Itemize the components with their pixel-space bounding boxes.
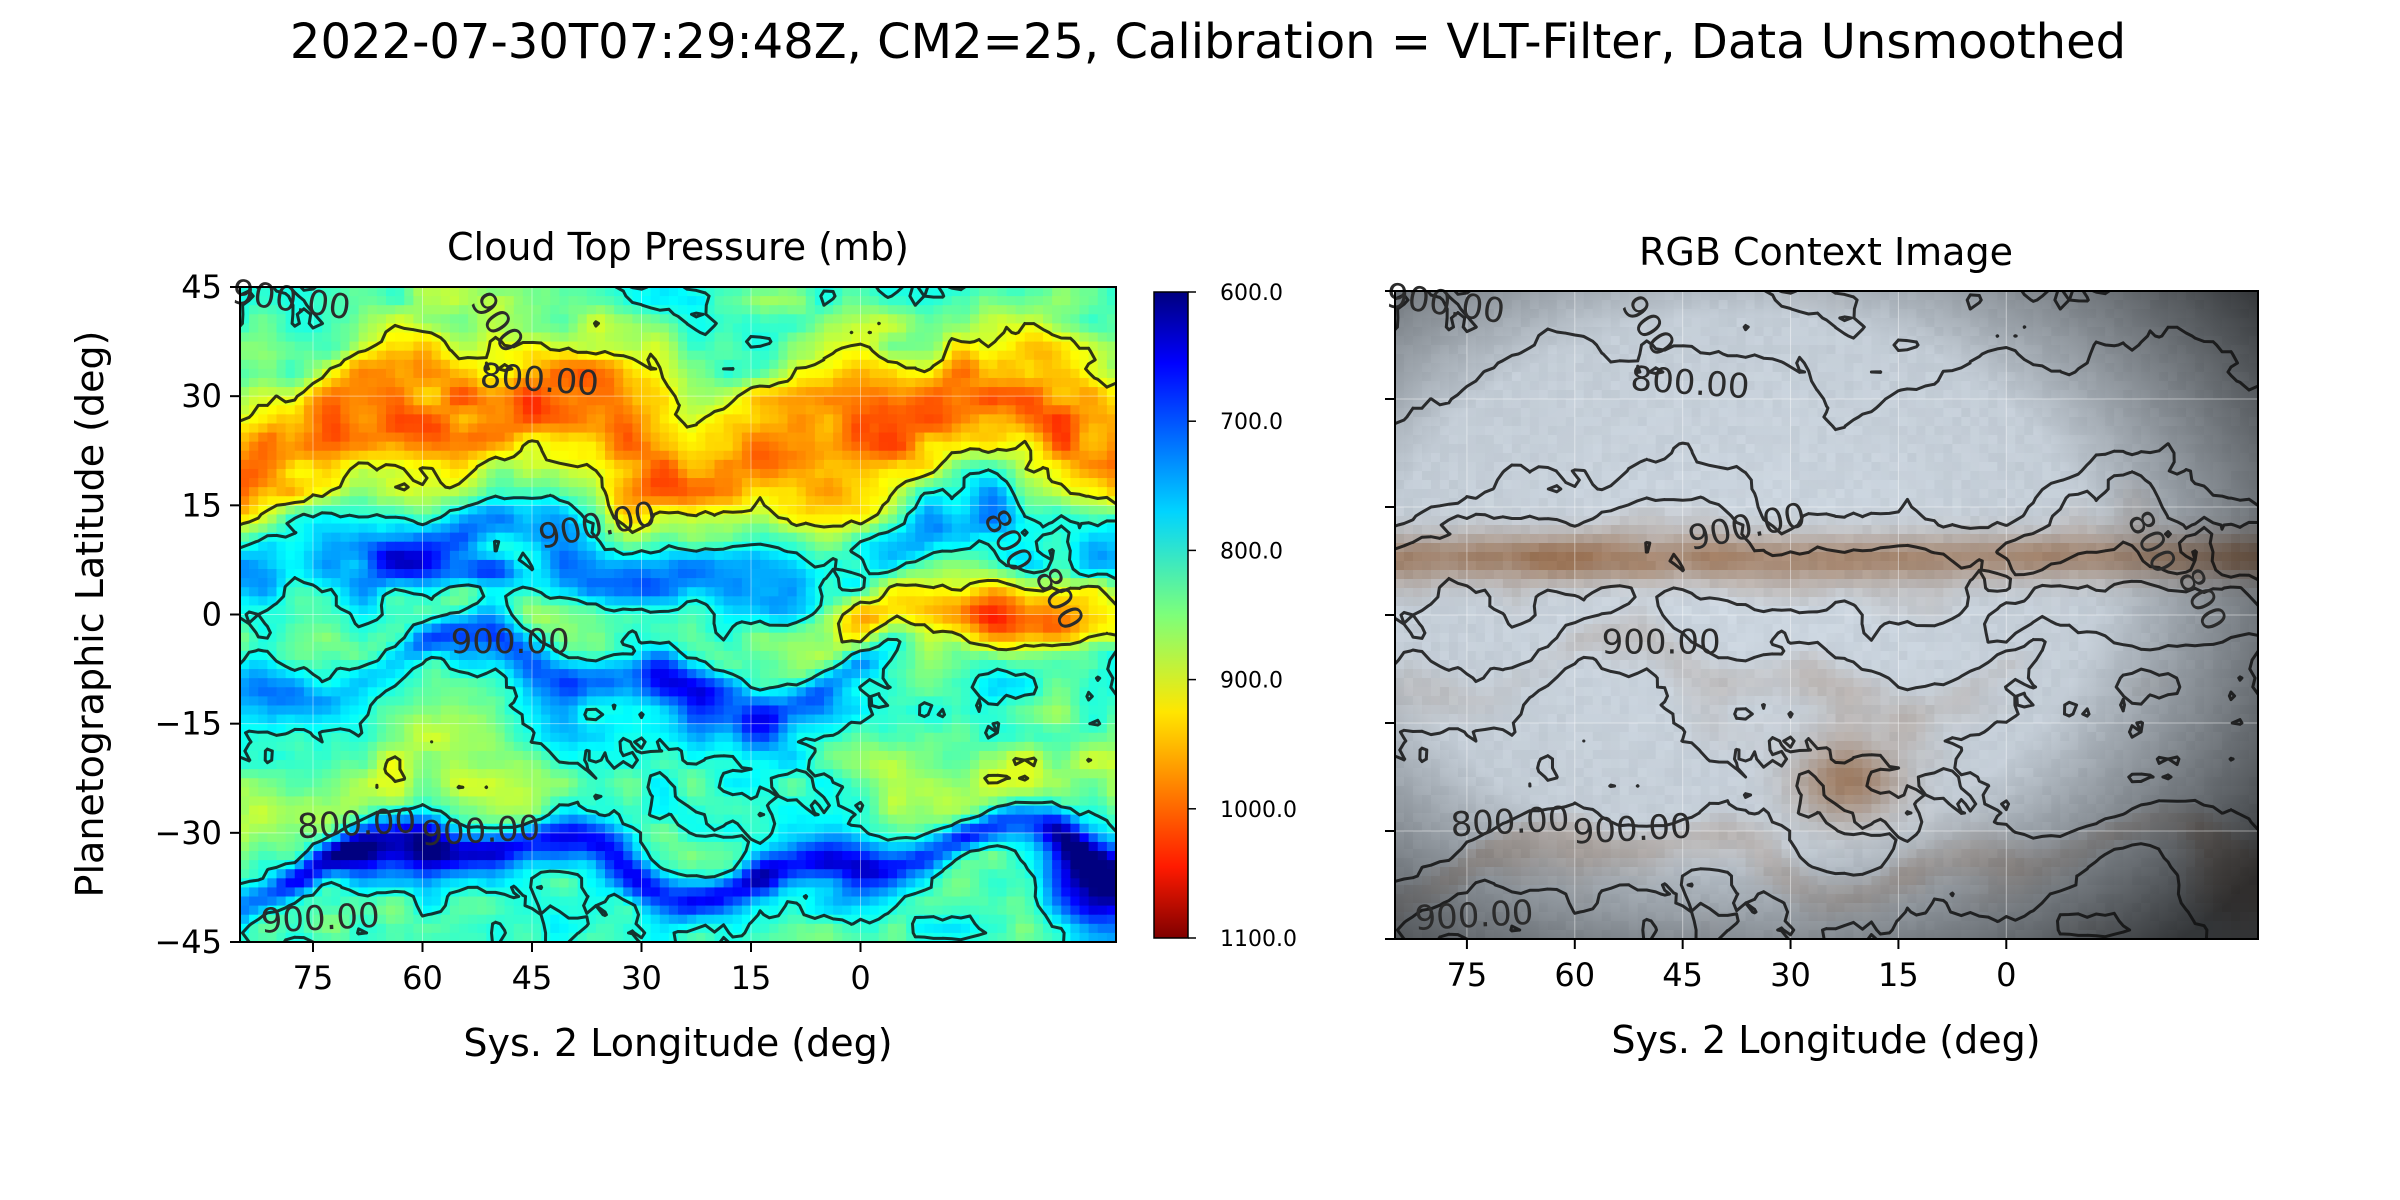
x-tick-label: 60 [1554,956,1595,994]
x-tick-label: 15 [1878,956,1919,994]
contour-line-900 [240,287,1116,942]
contour-label: 900.00 [451,622,570,662]
x-tick-label: 60 [402,959,443,997]
contour-line-900 [1395,291,2258,939]
colorbar-tick-label: 1100.0 [1220,927,1297,952]
y-tick-label: −45 [154,923,222,961]
right-x-axis-label: Sys. 2 Longitude (deg) [1611,1018,2040,1062]
x-tick-label: 45 [512,959,553,997]
x-tick-label: 0 [1996,956,2016,994]
contour-label: 800.00 [479,356,600,404]
contour-label: 900.00 [260,896,381,942]
right-panel-title: RGB Context Image [1639,230,2013,274]
y-tick-label: −15 [154,705,222,743]
colorbar: 600.0 700.0 800.0 900.0 1000.0 1100.0 [1153,281,1297,952]
x-tick-label: 45 [1662,956,1703,994]
colorbar-tick-label: 600.0 [1220,281,1283,306]
right-y-ticks [1385,290,1395,940]
left-panel-title: Cloud Top Pressure (mb) [447,225,909,269]
x-tick-label: 30 [621,959,662,997]
contour-label: 900.00 [420,808,541,854]
colorbar-tick-label: 700.0 [1220,410,1283,435]
contour-label: 800.00 [1450,799,1571,845]
colorbar-tick-label: 1000.0 [1220,798,1297,823]
y-axis-label: Planetographic Latitude (deg) [68,331,112,898]
right-x-ticks: 75 60 45 30 15 0 [1447,939,2016,994]
colorbar-ticks: 600.0 700.0 800.0 900.0 1000.0 1100.0 [1188,281,1297,952]
cloud-top-pressure-panel: Cloud Top Pressure (mb) 900.00 900800.009… [68,225,1117,1065]
contour-label: 900.00 [1572,806,1693,852]
left-y-ticks: 45 30 15 0 −15 −30 −45 [154,268,240,961]
x-tick-label: 75 [293,959,334,997]
y-tick-label: 0 [202,596,222,634]
colorbar-gradient [1153,291,1189,939]
pressure-contours [240,287,1116,942]
y-tick-label: −30 [154,814,222,852]
left-x-ticks: 75 60 45 30 15 0 [293,942,871,997]
colorbar-tick-label: 900.0 [1220,669,1283,694]
figure-title: 2022-07-30T07:29:48Z, CM2=25, Calibratio… [290,14,2126,70]
contour-line-800 [240,320,1116,790]
contour-label: 900.00 [1602,622,1721,662]
x-tick-label: 75 [1447,956,1488,994]
contour-label: 800.00 [296,801,417,847]
contour-line-800 [1395,324,2258,788]
colorbar-tick-label: 800.0 [1220,539,1283,564]
pressure-heatmap [240,287,1116,942]
x-tick-label: 30 [1770,956,1811,994]
y-tick-label: 15 [181,486,222,524]
contour-label: 900.00 [1414,893,1535,939]
x-tick-label: 15 [731,959,772,997]
left-x-axis-label: Sys. 2 Longitude (deg) [463,1021,892,1065]
limb-darkening [1395,291,2258,939]
contour-label: 800.00 [1629,359,1750,407]
x-tick-label: 0 [850,959,870,997]
y-tick-label: 45 [181,268,222,306]
context-contours [1395,291,2258,939]
y-tick-label: 30 [181,377,222,415]
